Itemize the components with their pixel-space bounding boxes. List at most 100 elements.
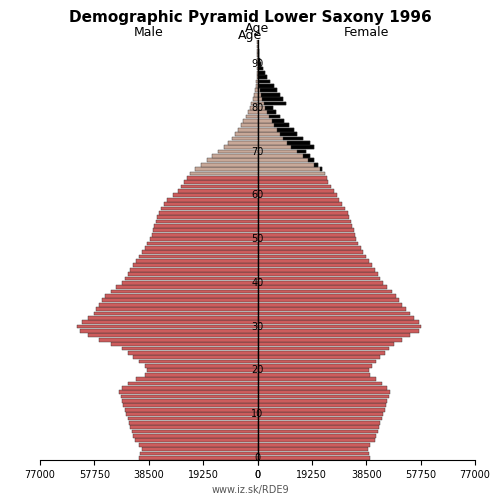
Bar (256, 84, 258, 88)
Bar (184, 180, 258, 184)
Bar (258, 114, 280, 118)
Bar (150, 237, 258, 241)
Bar (258, 150, 306, 154)
Bar (258, 447, 368, 451)
Bar (258, 110, 276, 114)
Bar (264, 102, 285, 105)
Bar (258, 206, 345, 210)
Bar (258, 237, 356, 241)
Bar (258, 399, 388, 403)
Bar (258, 54, 259, 57)
Bar (258, 404, 386, 407)
Text: 50: 50 (252, 234, 264, 244)
Bar (256, 76, 258, 79)
Bar (206, 158, 258, 162)
Bar (258, 394, 389, 398)
Bar (258, 338, 402, 342)
Bar (122, 399, 258, 403)
Bar (258, 452, 369, 456)
Bar (259, 80, 270, 84)
Bar (139, 456, 258, 460)
Bar (255, 88, 258, 92)
Bar (257, 71, 258, 74)
Bar (258, 194, 336, 197)
Bar (178, 189, 258, 193)
Bar (162, 206, 258, 210)
Bar (320, 167, 322, 171)
Bar (258, 298, 398, 302)
Bar (258, 62, 262, 66)
Bar (238, 128, 258, 132)
Bar (256, 80, 258, 84)
Bar (258, 66, 263, 70)
Bar (144, 373, 258, 376)
Bar (246, 114, 258, 118)
Bar (100, 338, 258, 342)
Bar (258, 228, 354, 232)
Bar (258, 71, 265, 74)
Bar (201, 163, 258, 166)
Bar (122, 281, 258, 284)
Title: Female: Female (344, 26, 389, 39)
Bar (258, 416, 382, 420)
Bar (134, 438, 258, 442)
Bar (124, 276, 258, 280)
Bar (258, 303, 402, 306)
Bar (136, 377, 258, 381)
Bar (258, 307, 406, 311)
Bar (258, 320, 418, 324)
Bar (88, 334, 258, 337)
Bar (258, 102, 285, 105)
Bar (260, 88, 278, 92)
Bar (258, 246, 360, 250)
Bar (292, 146, 314, 149)
Bar (258, 438, 374, 442)
Bar (266, 106, 273, 110)
Bar (258, 408, 384, 412)
Bar (126, 412, 258, 416)
Bar (258, 412, 383, 416)
Bar (116, 286, 258, 289)
Bar (272, 119, 284, 123)
Bar (258, 176, 326, 180)
Bar (258, 434, 376, 438)
Bar (278, 128, 294, 132)
Bar (122, 386, 258, 390)
Bar (130, 268, 258, 272)
Bar (88, 316, 258, 320)
Bar (248, 110, 258, 114)
Text: Age: Age (246, 22, 270, 35)
Text: 90: 90 (252, 59, 264, 69)
Bar (258, 250, 364, 254)
Bar (244, 119, 258, 123)
Bar (156, 220, 258, 224)
Bar (252, 102, 258, 105)
Bar (122, 346, 258, 350)
Bar (258, 360, 376, 364)
Bar (124, 408, 258, 412)
Bar (258, 132, 297, 136)
Bar (120, 394, 258, 398)
Bar (258, 58, 260, 61)
Bar (128, 382, 258, 386)
Bar (258, 268, 374, 272)
Text: www.iz.sk/RDE9: www.iz.sk/RDE9 (211, 485, 289, 495)
Bar (136, 259, 258, 263)
Bar (164, 202, 258, 206)
Bar (258, 334, 410, 337)
Bar (240, 124, 258, 127)
Bar (258, 356, 380, 359)
Bar (258, 211, 348, 214)
Bar (258, 290, 392, 294)
Bar (258, 224, 352, 228)
Bar (110, 342, 258, 346)
Bar (258, 254, 366, 258)
Bar (258, 364, 372, 368)
Bar (139, 360, 258, 364)
Bar (258, 421, 380, 424)
Bar (258, 62, 262, 66)
Bar (124, 404, 258, 407)
Bar (258, 76, 268, 79)
Bar (144, 364, 258, 368)
Bar (133, 264, 258, 267)
